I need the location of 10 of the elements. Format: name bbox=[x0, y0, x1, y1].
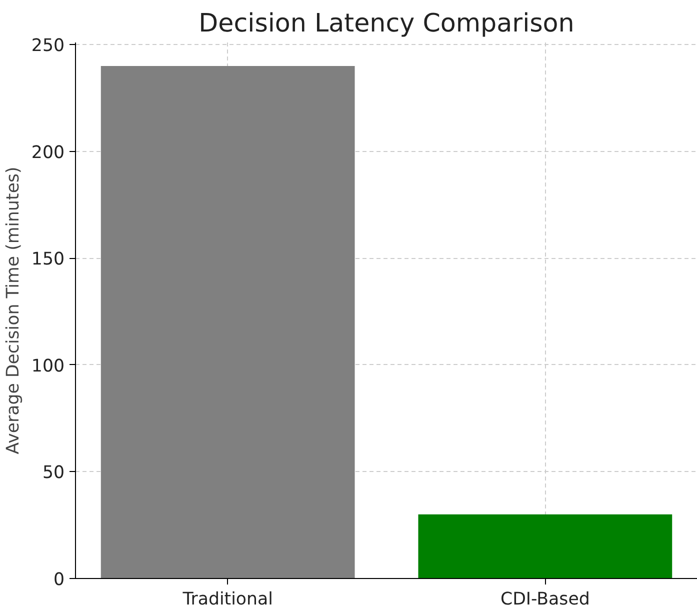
y-tick-label: 50 bbox=[42, 463, 65, 484]
chart-title: Decision Latency Comparison bbox=[198, 8, 574, 38]
y-tick-label: 100 bbox=[31, 356, 65, 376]
y-axis-title: Average Decision Time (minutes) bbox=[3, 166, 24, 454]
x-tick-label: Traditional bbox=[182, 590, 273, 610]
y-tick-label: 200 bbox=[31, 142, 65, 163]
x-tick-label: CDI-Based bbox=[500, 590, 590, 610]
y-tick-label: 150 bbox=[31, 250, 65, 270]
y-tick-label: 250 bbox=[31, 36, 65, 56]
y-tick-label: 0 bbox=[53, 570, 65, 590]
